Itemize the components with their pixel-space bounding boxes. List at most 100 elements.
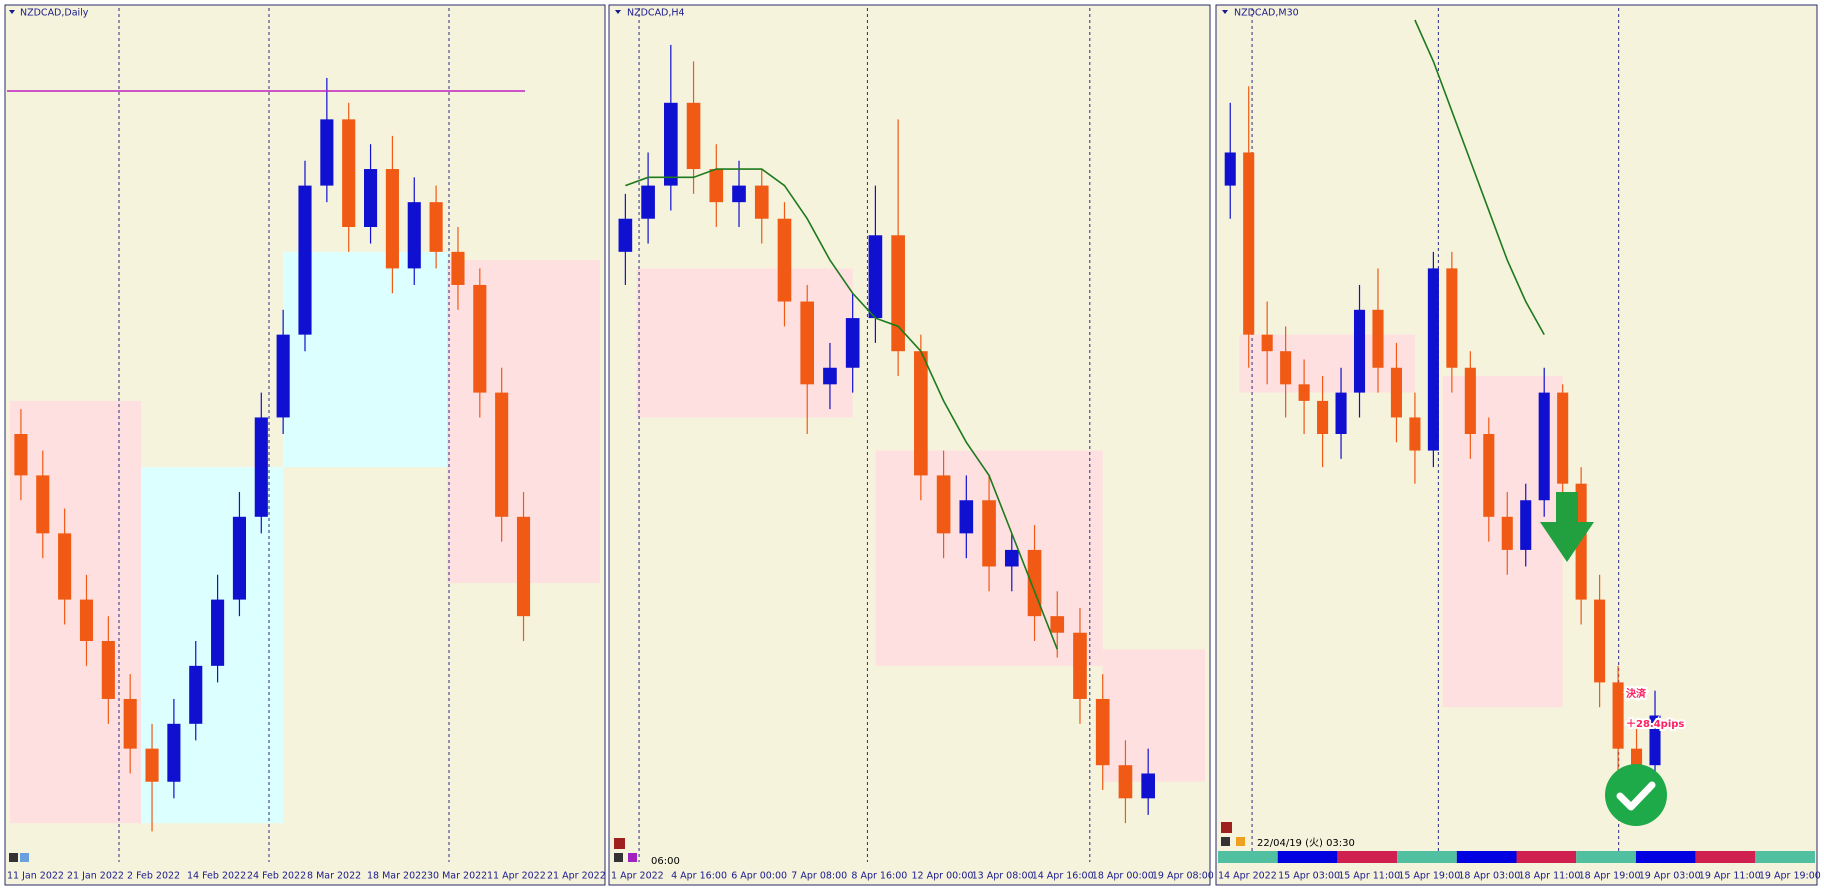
candle-body <box>754 185 769 219</box>
candle-body <box>1073 632 1087 699</box>
x-tick-label: 19 Apr 11:00 <box>1699 871 1761 882</box>
tool-icon <box>614 853 623 862</box>
tool-icon <box>1221 837 1230 846</box>
x-tick-label: 1 Apr 2022 <box>611 871 664 882</box>
candle-body <box>868 235 883 319</box>
session-strip <box>1576 851 1636 863</box>
candle-body <box>145 748 159 782</box>
x-tick-label: 24 Feb 2022 <box>247 871 306 882</box>
x-tick-label: 14 Apr 16:00 <box>1032 871 1094 882</box>
candle-body <box>618 218 633 252</box>
chart-title: NZDCAD,M30 <box>1234 8 1299 19</box>
candle-body <box>385 169 399 269</box>
candle-body <box>364 169 378 227</box>
candle-body <box>1631 748 1643 766</box>
candle-body <box>1501 516 1513 550</box>
candle-body <box>823 367 837 385</box>
candle-body <box>1575 483 1587 600</box>
tool-icon <box>1221 822 1232 833</box>
candle-body <box>914 351 928 476</box>
x-tick-label: 15 Apr 03:00 <box>1278 871 1340 882</box>
session-strip <box>1456 851 1517 863</box>
candle-body <box>189 665 203 724</box>
result-label: ＋28.4pips <box>1626 718 1684 730</box>
moving-average <box>1414 19 1545 336</box>
candle-body <box>1280 351 1292 385</box>
session-strip <box>1337 851 1398 863</box>
session-strip <box>1695 851 1756 863</box>
candle-body <box>79 599 94 641</box>
candle-body <box>641 185 655 219</box>
candle-body <box>342 119 356 227</box>
candle-body <box>211 599 225 666</box>
tool-icon <box>1236 837 1245 846</box>
candle-body <box>429 202 443 252</box>
candle-body <box>1027 549 1042 617</box>
tool-icon <box>20 853 29 862</box>
sell-arrow <box>1540 492 1594 562</box>
candle-body <box>1141 773 1155 799</box>
candle-body <box>1409 417 1421 451</box>
zone <box>636 268 853 418</box>
candle-body <box>1520 500 1532 550</box>
candle-body <box>777 218 792 302</box>
x-tick-label: 18 Apr 11:00 <box>1519 871 1581 882</box>
candle-body <box>1390 367 1402 418</box>
candle-body <box>800 301 815 385</box>
candle-body <box>959 500 974 534</box>
candle-body <box>473 284 487 393</box>
x-tick-label: 15 Apr 19:00 <box>1398 871 1460 882</box>
x-tick-label: 21 Apr 2022 <box>547 871 606 882</box>
x-tick-label: 14 Feb 2022 <box>187 871 246 882</box>
tool-icon <box>614 838 625 849</box>
candle-body <box>732 185 746 203</box>
session-strip <box>1755 851 1815 863</box>
x-tick-label: 15 Apr 11:00 <box>1338 871 1400 882</box>
candle-body <box>298 185 312 335</box>
session-strip <box>1277 851 1338 863</box>
x-tick-label: 18 Apr 00:00 <box>1092 871 1154 882</box>
x-tick-label: 6 Apr 00:00 <box>731 871 787 882</box>
candle-body <box>1649 715 1661 766</box>
candle-body <box>982 500 996 567</box>
chart-title: NZDCAD,H4 <box>627 8 685 19</box>
session-strip <box>1397 851 1457 863</box>
candle-body <box>1464 367 1476 434</box>
session-strip <box>1218 851 1278 863</box>
tool-icon <box>628 853 637 862</box>
candle-body <box>1612 682 1624 749</box>
x-tick-label: 12 Apr 00:00 <box>912 871 974 882</box>
candle-body <box>495 392 509 517</box>
x-tick-label: 18 Apr 19:00 <box>1579 871 1641 882</box>
candle-body <box>320 119 334 186</box>
candle-body <box>845 318 860 368</box>
candle-body <box>1004 549 1019 567</box>
result-label: 決済 <box>1626 687 1647 700</box>
candle-body <box>936 475 951 534</box>
candle-body <box>1224 152 1236 186</box>
candle-body <box>1353 309 1366 393</box>
x-tick-label: 19 Apr 19:00 <box>1759 871 1821 882</box>
candle-body <box>14 434 28 476</box>
candle-body <box>58 533 72 600</box>
x-tick-label: 8 Apr 16:00 <box>851 871 907 882</box>
candle-body <box>516 516 531 617</box>
chart-panel: NZDCAD,Daily 11 Jan 2022 21 Jan 2022 2 Feb… <box>4 4 606 886</box>
candle-body <box>1483 434 1495 517</box>
session-strip <box>1516 851 1577 863</box>
candle-body <box>1095 698 1110 766</box>
x-tick-label: 30 Mar 2022 <box>427 871 487 882</box>
x-tick-label: 18 Apr 03:00 <box>1458 871 1520 882</box>
candle-body <box>1118 765 1133 799</box>
session-strip <box>1635 851 1696 863</box>
candle-body <box>709 169 724 203</box>
candle-body <box>891 235 905 352</box>
candle-body <box>451 251 465 285</box>
candle-body <box>1557 392 1569 484</box>
x-tick-label: 11 Jan 2022 <box>7 871 64 882</box>
x-tick-label: 14 Apr 2022 <box>1218 871 1277 882</box>
candle-body <box>101 641 115 699</box>
candle-body <box>686 102 701 170</box>
check-mark <box>1616 781 1656 811</box>
